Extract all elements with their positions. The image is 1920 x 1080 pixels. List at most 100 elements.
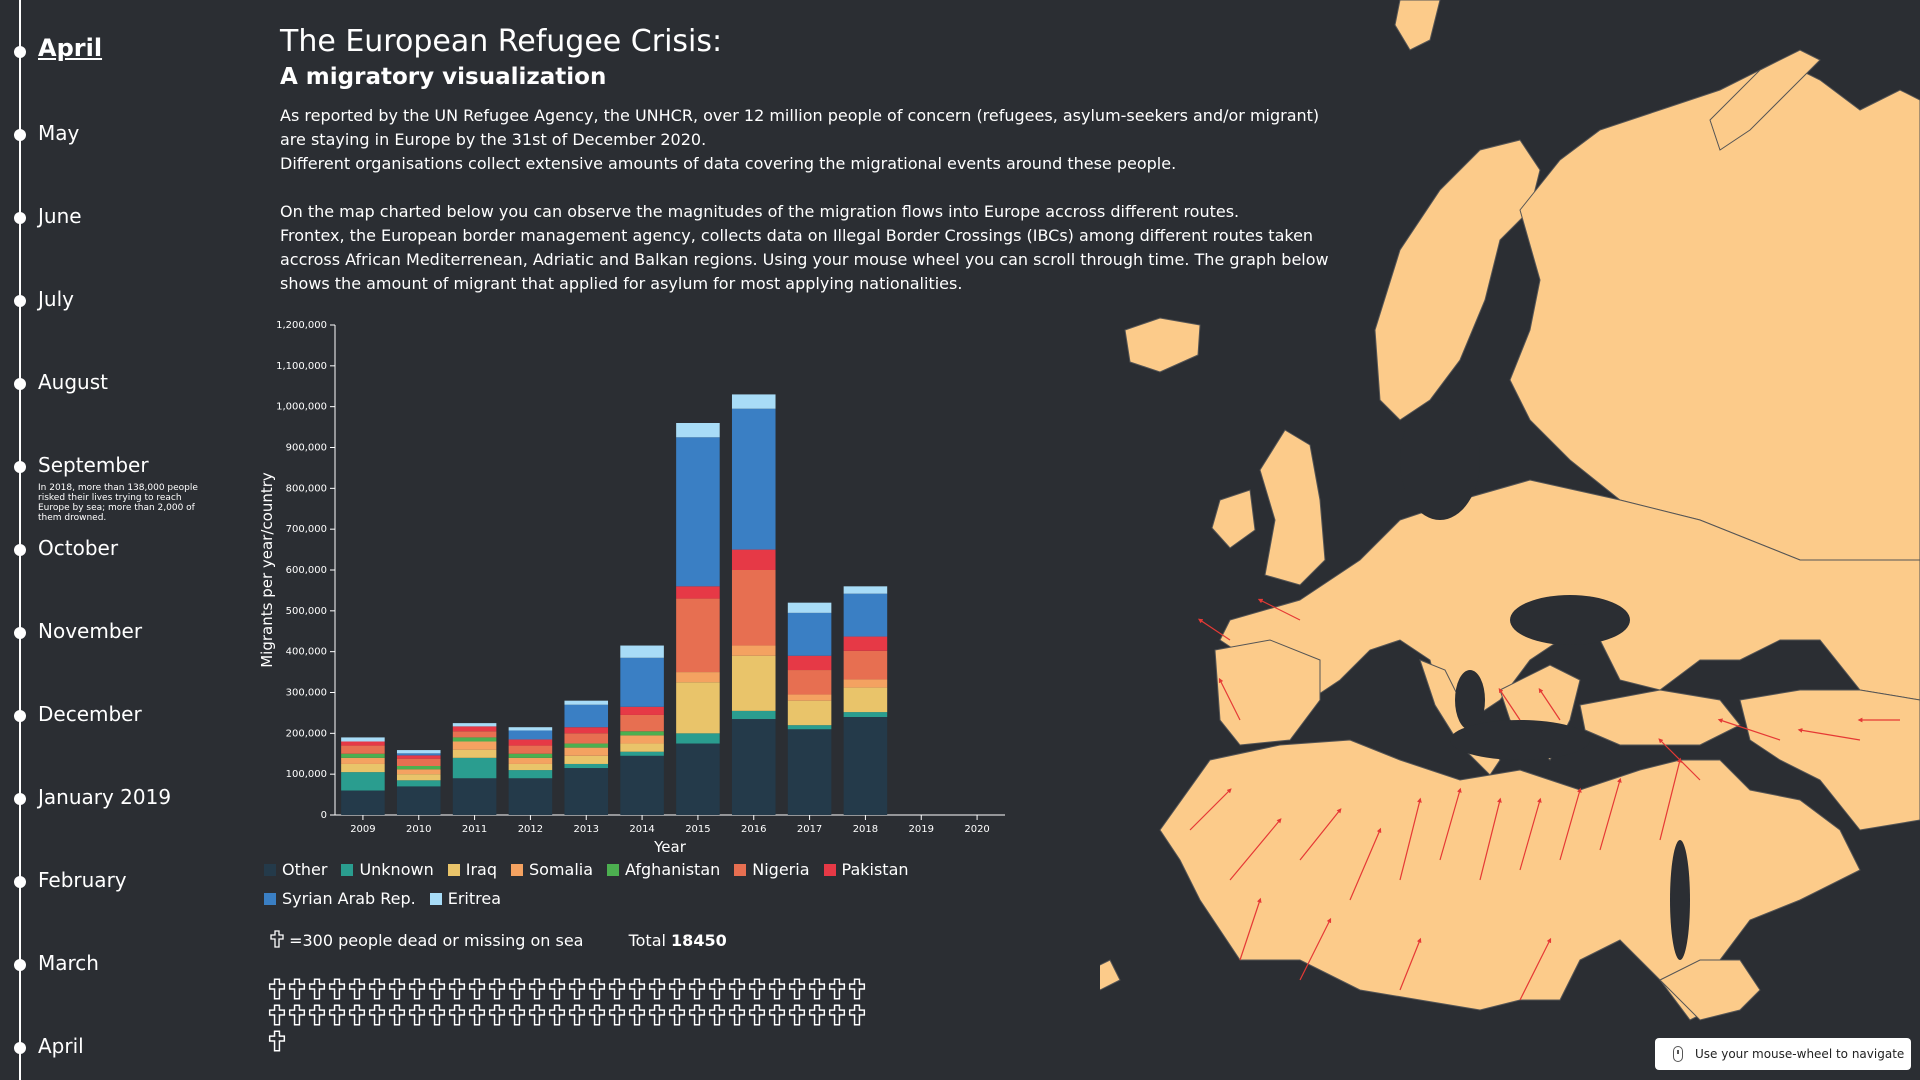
bar-segment [564, 747, 609, 756]
bar-segment [676, 598, 720, 673]
bar-segment [508, 727, 553, 731]
bar-segment [620, 714, 664, 732]
bar-segment [843, 650, 888, 680]
cross-icon [808, 978, 828, 1002]
bar-segment [787, 700, 832, 726]
timeline-label[interactable]: March [38, 951, 99, 975]
timeline-label[interactable]: July [38, 287, 74, 311]
bar-segment [676, 672, 720, 683]
bar-segment [341, 790, 385, 815]
bar-segment [787, 725, 832, 730]
y-axis-label: Migrants per year/country [258, 472, 276, 668]
bar-segment [508, 770, 553, 779]
timeline-dot [14, 295, 26, 307]
bar-segment [396, 753, 441, 756]
dead-cross-grid [268, 978, 868, 1056]
timeline-label[interactable]: November [38, 619, 143, 643]
cross-icon [768, 978, 788, 1002]
bar-segment [508, 753, 553, 758]
y-tick-label: 400,000 [286, 647, 327, 658]
x-tick-label: 2016 [741, 824, 766, 835]
x-tick-label: 2014 [629, 824, 654, 835]
navigation-hint-text: Use your mouse-wheel to navigate [1695, 1047, 1905, 1061]
cross-icon [368, 1004, 388, 1028]
cross-icon [528, 1004, 548, 1028]
cross-icon [808, 1004, 828, 1028]
y-tick-label: 100,000 [286, 769, 327, 780]
timeline-label[interactable]: August [38, 370, 108, 394]
bar-segment [508, 739, 553, 746]
x-tick-label: 2017 [797, 824, 822, 835]
cross-icon [748, 978, 768, 1002]
bar-segment [787, 729, 832, 815]
timeline-dot [14, 627, 26, 639]
bar-segment [787, 612, 832, 656]
bar-segment [508, 730, 553, 740]
legend-label: Other [282, 860, 328, 879]
timeline-label[interactable]: December [38, 702, 142, 726]
timeline-label[interactable]: October [38, 536, 119, 560]
x-tick-label: 2010 [406, 824, 431, 835]
timeline-label[interactable]: June [38, 204, 82, 228]
legend-swatch [510, 864, 523, 876]
timeline-label[interactable]: April [38, 1034, 84, 1058]
cross-icon [388, 978, 408, 1002]
bar-segment [676, 423, 720, 438]
intro-paragraph: As reported by the UN Refugee Agency, th… [280, 106, 1320, 149]
timeline-label[interactable]: May [38, 121, 80, 145]
bar-segment [452, 778, 497, 815]
timeline-dot [14, 544, 26, 556]
migration-flows [1189, 598, 1900, 1001]
bar-segment [731, 408, 776, 550]
intro-paragraph: Frontex, the European border management … [280, 226, 1329, 293]
legend-item: Somalia [510, 860, 593, 879]
cross-icon [428, 978, 448, 1002]
bar-segment [787, 655, 832, 671]
timeline-label[interactable]: April [38, 34, 103, 62]
cross-icon [788, 1004, 808, 1028]
bar-segment [396, 750, 441, 754]
cross-icon [588, 1004, 608, 1028]
y-tick-label: 500,000 [286, 606, 327, 617]
bar-segment [564, 700, 609, 705]
y-tick-label: 200,000 [286, 728, 327, 739]
bar-segment [620, 731, 664, 736]
timeline-dot [14, 876, 26, 888]
bar-segment [676, 682, 720, 734]
cross-icon [568, 1004, 588, 1028]
bar-segment [341, 772, 385, 791]
timeline-rail [19, 0, 21, 1080]
cross-icon [488, 978, 508, 1002]
y-tick-label: 300,000 [286, 688, 327, 699]
cross-icon [668, 1004, 688, 1028]
page-subtitle: A migratory visualization [280, 64, 607, 90]
legend-swatch [264, 864, 276, 876]
cross-icon [428, 1004, 448, 1028]
bar-segment [396, 755, 441, 759]
bar-segment [564, 743, 609, 748]
bar-segment [843, 679, 888, 688]
timeline-label[interactable]: September [38, 453, 149, 477]
asylum-bar-chart: 0 100,000 200,000 300,000 400,000 500,000 600,… [258, 320, 1005, 856]
legend-label: Pakistan [841, 860, 909, 879]
bar-segment [508, 757, 553, 764]
cross-icon [408, 1004, 428, 1028]
x-tick-label: 2013 [574, 824, 599, 835]
cross-icon [728, 978, 748, 1002]
cross-icon [408, 978, 428, 1002]
legend-item: Syrian Arab Rep. [264, 889, 416, 908]
cross-icon [468, 978, 488, 1002]
cross-icon [848, 978, 868, 1002]
timeline-label[interactable]: January 2019 [38, 785, 172, 809]
legend-swatch [264, 893, 276, 905]
timeline-note: In 2018, more than 138,000 people risked… [38, 483, 198, 523]
bar-segment [508, 763, 553, 771]
legend-item: Nigeria [734, 860, 810, 879]
bar-segment [396, 780, 441, 787]
chart-legend: Other Unknown Iraq Somalia Afghanistan Nigeri… [264, 860, 1024, 918]
timeline-label[interactable]: February [38, 868, 127, 892]
cross-icon [788, 978, 808, 1002]
migration-map[interactable] [1100, 0, 1920, 1080]
cross-icon [568, 978, 588, 1002]
bar-segment [676, 586, 720, 599]
